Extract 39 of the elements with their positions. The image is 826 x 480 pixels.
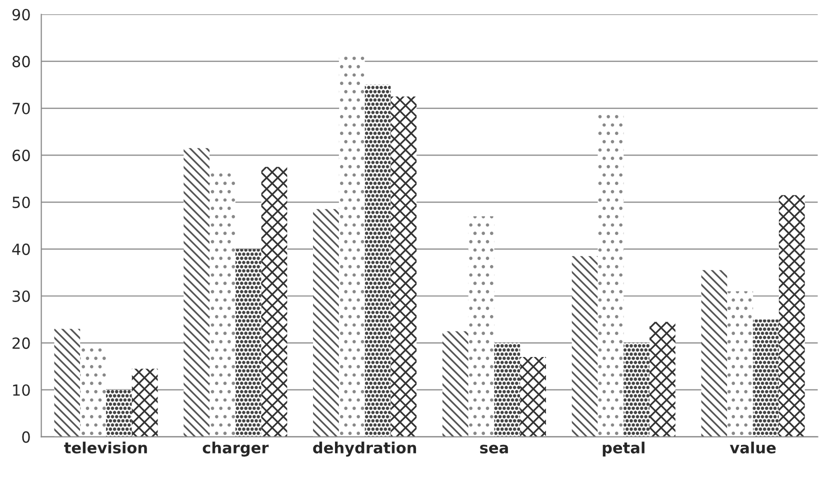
bar — [210, 172, 236, 437]
y-tick-label: 10 — [13, 384, 30, 396]
y-tick-label: 50 — [12, 196, 30, 208]
bar — [727, 291, 754, 437]
bar — [132, 368, 158, 437]
y-tick-label: 20 — [12, 337, 30, 349]
bar — [778, 195, 805, 437]
bar — [390, 96, 417, 437]
y-tick-label: 70 — [12, 102, 30, 114]
bar — [261, 166, 288, 437]
y-tick-label: 80 — [12, 56, 30, 68]
bar — [468, 216, 494, 437]
bar — [313, 209, 339, 437]
x-tick-label: dehydration — [313, 442, 416, 457]
bar — [494, 342, 520, 437]
x-tick-label: petal — [602, 442, 644, 456]
bar — [235, 249, 262, 437]
bar — [572, 256, 598, 437]
bar — [184, 148, 210, 437]
x-tick-label: sea — [480, 444, 508, 454]
bar — [338, 56, 365, 437]
x-tick-label: television — [64, 442, 147, 454]
x-tick-label: charger — [202, 442, 269, 457]
bar — [701, 270, 728, 437]
y-tick-label: 90 — [12, 8, 30, 20]
bar — [442, 331, 468, 437]
y-tick-label: 40 — [12, 244, 30, 256]
bar — [520, 357, 546, 437]
x-tick-label: value — [730, 442, 776, 454]
bar — [54, 328, 80, 437]
bar — [753, 319, 779, 437]
bar — [624, 342, 650, 437]
y-tick-label: 30 — [12, 290, 30, 302]
bar — [106, 390, 132, 437]
y-tick-label: 0 — [22, 431, 30, 443]
y-tick-label: 60 — [12, 150, 30, 162]
bar — [80, 348, 106, 437]
bar — [364, 84, 391, 437]
bar — [650, 322, 676, 437]
